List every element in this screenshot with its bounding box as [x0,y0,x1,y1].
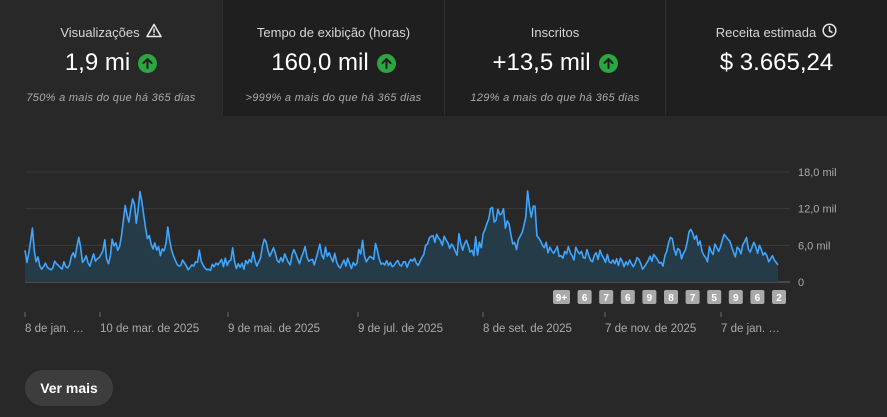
metric-label: Receita estimada [715,24,817,40]
arrow-up-icon [598,53,618,73]
event-marker[interactable] [685,290,700,304]
clock-icon[interactable] [822,23,837,41]
event-marker-label: 7 [690,293,696,304]
x-tick-label: 9 de mai. de 2025 [228,323,320,335]
y-tick-label: 6,0 mil [798,240,830,252]
y-tick-label: 12,0 mil [798,204,837,216]
chart-canvas: 18,0 mil 12,0 mil 6,0 mil 0 9+ 6 7 6 9 8 7 5 9 6 2 8 de… [24,167,837,335]
event-marker-label: 9 [733,293,739,304]
event-marker[interactable] [750,290,765,304]
event-marker[interactable] [707,290,722,304]
metric-label-row: Tempo de exibição (horas) [223,24,444,40]
metric-value: 160,0 mil [271,49,369,76]
y-tick-label: 0 [798,277,804,289]
metric-comparison-note: 750% a mais do que há 365 dias [26,92,196,104]
see-more-button[interactable]: Ver mais [25,370,113,406]
x-tick-label: 8 de jan. … [25,323,84,335]
event-marker[interactable] [772,290,786,304]
views-chart[interactable]: 18,0 mil 12,0 mil 6,0 mil 0 9+ 6 7 6 9 8 7 5 9 6 2 8 de… [0,116,887,346]
event-marker-label: 7 [603,293,609,304]
metric-card-views[interactable]: Visualizações 1,9 mi 750% a mais do que … [0,0,222,116]
warning-icon[interactable] [145,23,162,41]
metric-card-revenue[interactable]: Receita estimada $ 3.665,24 [665,0,887,116]
event-marker-label: 9+ [556,293,568,304]
event-marker-label: 6 [582,293,588,304]
arrow-up-icon [138,53,158,73]
event-marker[interactable] [642,290,657,304]
event-marker[interactable] [620,290,635,304]
event-marker[interactable] [664,290,678,304]
metric-label-row: Visualizações [0,23,222,41]
metric-comparison-note: >999% a mais do que há 365 dias [245,92,422,104]
event-marker-label: 5 [711,293,717,304]
event-marker[interactable] [728,290,743,304]
event-marker[interactable] [553,290,570,304]
metric-value-row: +13,5 mil [445,48,665,78]
event-marker[interactable] [577,290,592,304]
series-line [24,190,779,272]
metric-value: $ 3.665,24 [719,49,834,76]
event-marker-label: 9 [647,293,653,304]
x-tick-label: 8 de set. de 2025 [483,323,572,335]
metric-value: 1,9 mi [64,49,131,76]
metric-cards: Visualizações 1,9 mi 750% a mais do que … [0,0,887,116]
metric-comparison-note: 129% a mais do que há 365 dias [470,92,640,104]
metric-label-row: Inscritos [445,24,665,40]
metric-label: Visualizações [60,24,140,40]
metric-label: Inscritos [530,24,580,40]
metric-value: +13,5 mil [492,49,591,76]
x-tick-label: 7 de jan. … [721,323,780,335]
metric-value-row: $ 3.665,24 [666,48,887,78]
metric-card-subscribers[interactable]: Inscritos +13,5 mil 129% a mais do que h… [444,0,665,116]
event-marker-label: 6 [755,293,761,304]
arrow-up-icon [376,53,396,73]
x-tick-label: 7 de nov. de 2025 [605,323,696,335]
x-tick-label: 9 de jul. de 2025 [358,323,443,335]
y-tick-label: 18,0 mil [798,167,837,179]
metric-label-row: Receita estimada [666,23,887,41]
event-marker-label: 6 [625,293,631,304]
event-marker-label: 8 [668,293,674,304]
metric-value-row: 1,9 mi [0,48,222,78]
x-tick-label: 10 de mar. de 2025 [100,323,199,335]
metric-value-row: 160,0 mil [223,48,444,78]
metric-label: Tempo de exibição (horas) [256,24,411,40]
event-marker-label: 2 [776,293,782,304]
metric-card-watch-time[interactable]: Tempo de exibição (horas) 160,0 mil >999… [222,0,444,116]
event-marker[interactable] [599,290,614,304]
